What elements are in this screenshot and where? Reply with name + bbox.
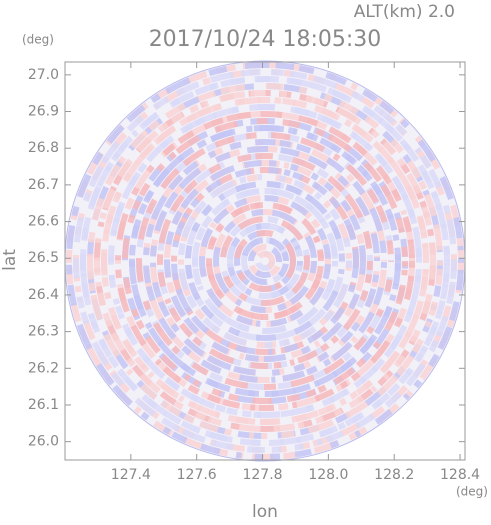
echo-ring [178,174,352,348]
y-tick-label: 26.6 [28,214,59,230]
echo-ring [150,146,380,376]
y-tick-label: 26.0 [28,434,59,450]
x-tick-label: 128.0 [308,467,348,483]
chart-title: 2017/10/24 18:05:30 [149,27,382,52]
echo-ring [94,90,436,432]
y-tick-label: 26.4 [28,287,59,303]
echo-ring [220,216,310,306]
echo-disk [64,60,466,462]
echo-ring [115,111,415,411]
x-unit: (deg) [456,485,488,499]
echo-ring [143,139,387,383]
y-tick-label: 26.2 [28,360,59,376]
plot-frame [64,61,466,461]
x-tick-label: 127.6 [177,467,217,483]
echo-ring [136,132,394,390]
y-tick-label: 26.9 [28,104,59,120]
y-tick-label: 26.5 [28,250,59,266]
echo-ring [164,160,366,362]
echo-ring [248,244,282,278]
y-tick-label: 26.1 [28,397,59,413]
y-tick-label: 27.0 [28,67,59,83]
echo-ring [80,76,450,446]
echo-ring [129,125,401,397]
y-unit: (deg) [22,33,54,47]
echo-ring [108,104,422,418]
y-tick-label: 26.3 [28,324,59,340]
echo-ring [192,188,338,334]
x-tick-label: 128.4 [440,467,480,483]
altitude: ALT(km) 2.0 [354,2,455,22]
echo-ring [122,118,408,404]
x-tick-label: 128.2 [374,467,414,483]
echo-ring [73,69,457,453]
echo-ring [143,139,387,383]
x-tick-label: 127.4 [111,467,151,483]
echo-ring [206,202,324,320]
echo-ring [101,97,429,425]
echo-ring [206,202,324,320]
echo-ring [213,209,317,313]
y-label: lat [0,249,20,271]
echo-ring [234,230,296,292]
x-tick-label: 127.8 [242,467,282,483]
echo-ring [94,90,436,432]
echo-ring [199,195,331,327]
echo-ring [255,251,275,271]
echo-ring [157,153,373,369]
x-label: lon [252,502,278,521]
echo-ring [171,167,359,355]
echo-ring [199,195,331,327]
echo-ring [227,223,303,299]
y-tick-label: 26.8 [28,140,59,156]
echo-ring [87,83,443,439]
y-tick-label: 26.7 [28,177,59,193]
echo-ring [185,181,345,341]
echo-ring [241,237,289,285]
echo-ring [66,62,464,460]
